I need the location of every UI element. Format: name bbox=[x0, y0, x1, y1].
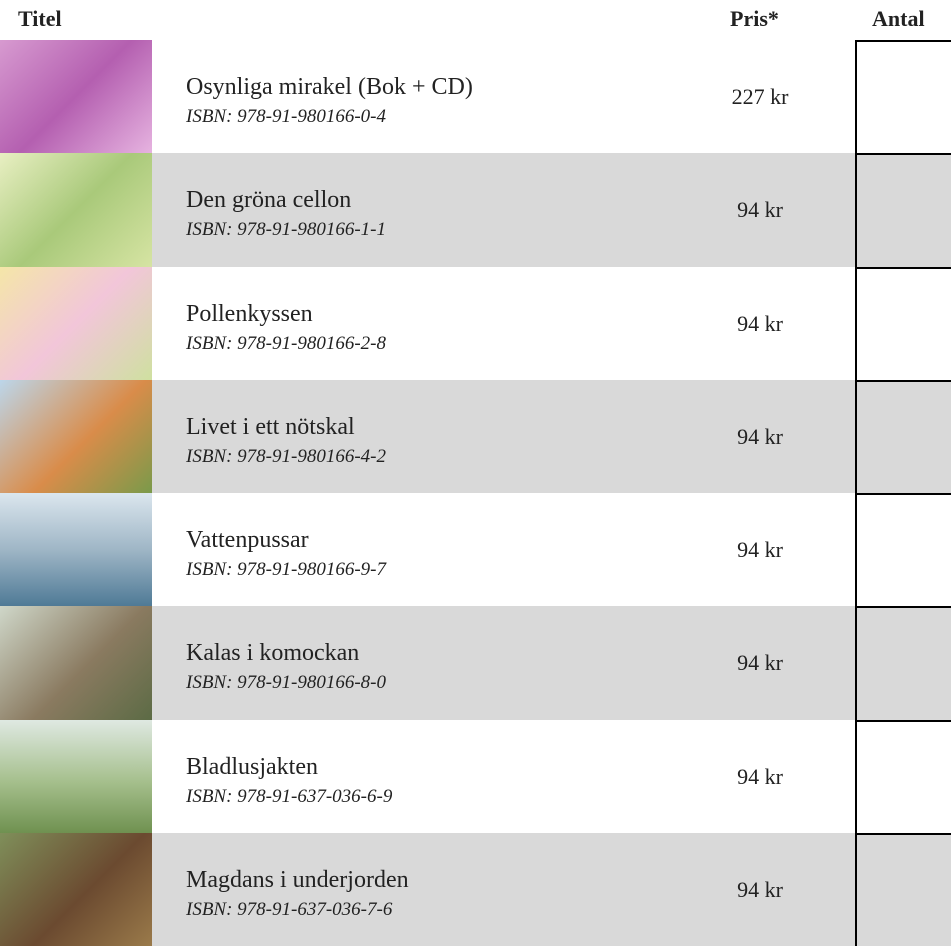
product-row: Osynliga mirakel (Bok + CD) ISBN: 978-91-… bbox=[0, 40, 951, 153]
product-row: Livet i ett nötskal ISBN: 978-91-980166-4… bbox=[0, 380, 951, 493]
book-price: 94 kr bbox=[700, 311, 820, 337]
book-title: Bladlusjakten bbox=[186, 754, 318, 781]
quantity-input[interactable] bbox=[855, 493, 951, 606]
book-isbn: ISBN: 978-91-637-036-7-6 bbox=[186, 899, 392, 921]
quantity-input[interactable] bbox=[855, 153, 951, 266]
header-title: Titel bbox=[18, 6, 62, 32]
book-isbn: ISBN: 978-91-980166-9-7 bbox=[186, 559, 386, 581]
book-title: Den gröna cellon bbox=[186, 187, 351, 214]
book-cover bbox=[0, 380, 152, 493]
page: Titel Pris* Antal Osynliga mirakel (Bok … bbox=[0, 0, 951, 946]
quantity-input[interactable] bbox=[855, 380, 951, 493]
header-quantity: Antal bbox=[872, 6, 925, 32]
book-isbn: ISBN: 978-91-980166-4-2 bbox=[186, 446, 386, 468]
header-price: Pris* bbox=[730, 6, 779, 32]
quantity-input[interactable] bbox=[855, 40, 951, 153]
book-isbn: ISBN: 978-91-980166-1-1 bbox=[186, 219, 386, 241]
product-row: Magdans i underjorden ISBN: 978-91-637-03… bbox=[0, 833, 951, 946]
product-row: Den gröna cellon ISBN: 978-91-980166-1-1 9… bbox=[0, 153, 951, 266]
book-title: Osynliga mirakel (Bok + CD) bbox=[186, 74, 473, 101]
quantity-input[interactable] bbox=[855, 606, 951, 719]
book-cover bbox=[0, 40, 152, 153]
book-isbn: ISBN: 978-91-637-036-6-9 bbox=[186, 786, 392, 808]
book-price: 94 kr bbox=[700, 764, 820, 790]
book-price: 94 kr bbox=[700, 537, 820, 563]
quantity-input[interactable] bbox=[855, 833, 951, 946]
book-cover bbox=[0, 267, 152, 380]
book-price: 227 kr bbox=[700, 84, 820, 110]
book-price: 94 kr bbox=[700, 197, 820, 223]
product-row: Kalas i komockan ISBN: 978-91-980166-8-0 9… bbox=[0, 606, 951, 719]
book-price: 94 kr bbox=[700, 650, 820, 676]
book-isbn: ISBN: 978-91-980166-8-0 bbox=[186, 672, 386, 694]
product-row: Bladlusjakten ISBN: 978-91-637-036-6-9 94 … bbox=[0, 720, 951, 833]
quantity-input[interactable] bbox=[855, 267, 951, 380]
book-cover bbox=[0, 153, 152, 266]
book-isbn: ISBN: 978-91-980166-2-8 bbox=[186, 333, 386, 355]
book-title: Kalas i komockan bbox=[186, 640, 359, 667]
book-cover bbox=[0, 833, 152, 946]
book-cover bbox=[0, 720, 152, 833]
book-title: Magdans i underjorden bbox=[186, 867, 409, 894]
quantity-input[interactable] bbox=[855, 720, 951, 833]
book-title: Vattenpussar bbox=[186, 527, 309, 554]
book-isbn: ISBN: 978-91-980166-0-4 bbox=[186, 106, 386, 128]
product-row: Pollenkyssen ISBN: 978-91-980166-2-8 94 kr bbox=[0, 267, 951, 380]
book-price: 94 kr bbox=[700, 877, 820, 903]
book-cover bbox=[0, 493, 152, 606]
book-cover bbox=[0, 606, 152, 719]
book-title: Livet i ett nötskal bbox=[186, 414, 355, 441]
book-title: Pollenkyssen bbox=[186, 301, 313, 328]
book-price: 94 kr bbox=[700, 424, 820, 450]
product-row: Vattenpussar ISBN: 978-91-980166-9-7 94 kr bbox=[0, 493, 951, 606]
